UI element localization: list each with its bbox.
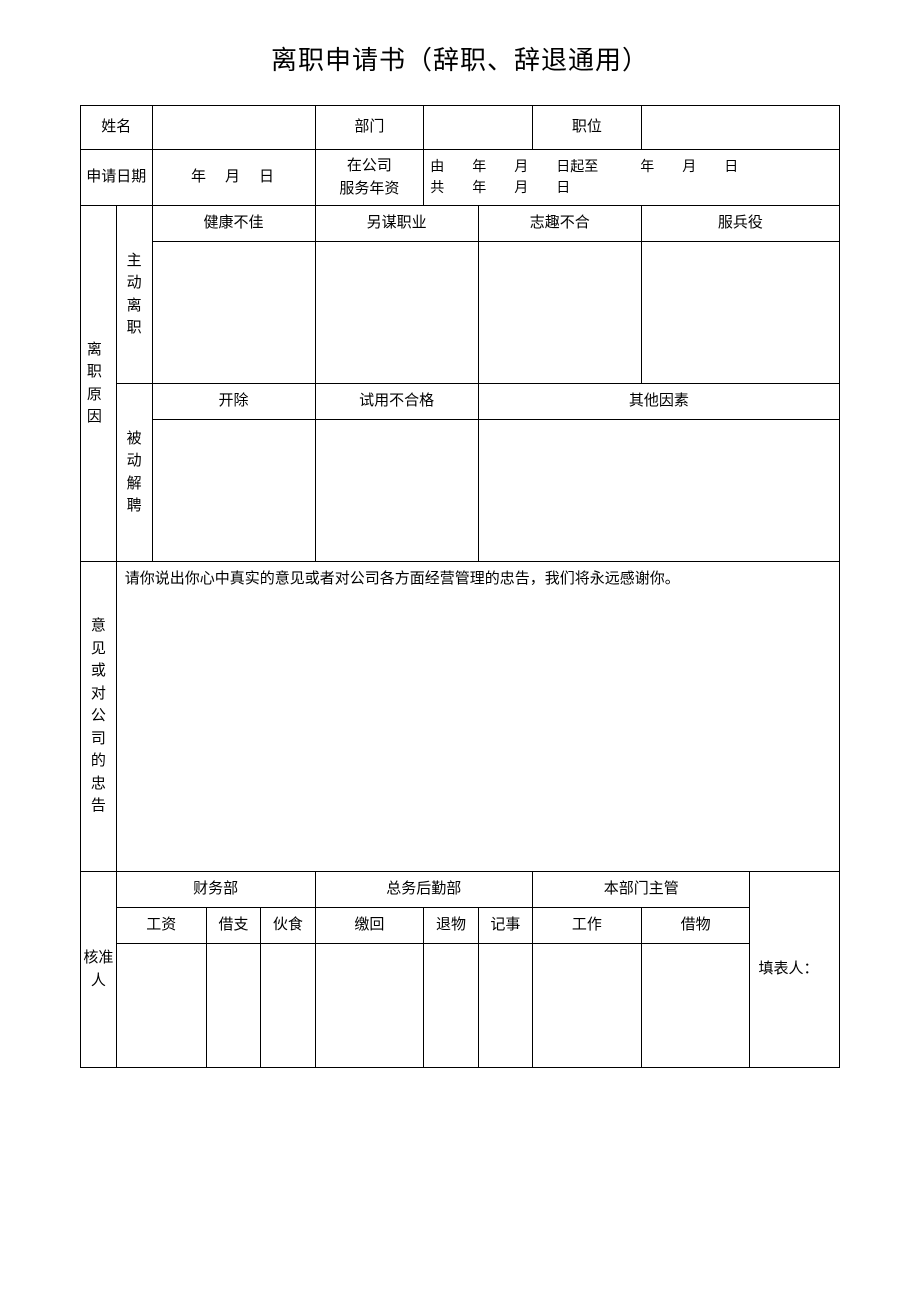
reason-voluntary-1: 另谋职业 xyxy=(315,206,478,242)
label-voluntary: 主动离职 xyxy=(116,206,152,384)
reason-involuntary-0: 开除 xyxy=(152,384,315,420)
reason-voluntary-1-detail[interactable] xyxy=(315,242,478,384)
sub-item-0: 工资 xyxy=(116,908,206,944)
input-department[interactable] xyxy=(424,106,533,150)
reason-voluntary-0-detail[interactable] xyxy=(152,242,315,384)
sub-item-4-input[interactable] xyxy=(424,944,478,1068)
resignation-form-table: 姓名 部门 职位 申请日期 年 月 日 在公司 服务年资 由 年 月 日起至 年… xyxy=(80,105,840,1068)
label-position: 职位 xyxy=(533,106,642,150)
input-service-years[interactable]: 由 年 月 日起至 年 月 日 共 年 月 日 xyxy=(424,150,840,206)
sub-item-5: 记事 xyxy=(478,908,532,944)
label-service-years: 在公司 服务年资 xyxy=(315,150,424,206)
sub-item-7: 借物 xyxy=(641,908,750,944)
label-involuntary: 被动解聘 xyxy=(116,384,152,562)
sub-item-1: 借支 xyxy=(206,908,260,944)
reason-involuntary-2-detail[interactable] xyxy=(478,420,839,562)
label-department: 部门 xyxy=(315,106,424,150)
page-title: 离职申请书（辞职、辞退通用） xyxy=(80,40,840,77)
sub-item-7-input[interactable] xyxy=(641,944,750,1068)
label-filler[interactable]: 填表人： xyxy=(750,872,840,1068)
label-approver: 核准人 xyxy=(81,872,117,1068)
reason-voluntary-0: 健康不佳 xyxy=(152,206,315,242)
reason-voluntary-2-detail[interactable] xyxy=(478,242,641,384)
sub-item-6-input[interactable] xyxy=(533,944,642,1068)
label-reason: 离职原因 xyxy=(81,206,117,562)
reason-voluntary-3-detail[interactable] xyxy=(641,242,839,384)
reason-involuntary-1-detail[interactable] xyxy=(315,420,478,562)
reason-involuntary-1: 试用不合格 xyxy=(315,384,478,420)
label-apply-date: 申请日期 xyxy=(81,150,153,206)
dept-supervisor: 本部门主管 xyxy=(533,872,750,908)
input-opinion[interactable]: 请你说出你心中真实的意见或者对公司各方面经营管理的忠告，我们将永远感谢你。 xyxy=(116,562,839,872)
reason-involuntary-2: 其他因素 xyxy=(478,384,839,420)
sub-item-4: 退物 xyxy=(424,908,478,944)
dept-finance: 财务部 xyxy=(116,872,315,908)
label-opinion: 意见或对公司的忠告 xyxy=(81,562,117,872)
input-apply-date[interactable]: 年 月 日 xyxy=(152,150,315,206)
dept-general: 总务后勤部 xyxy=(315,872,532,908)
sub-item-3: 缴回 xyxy=(315,908,424,944)
sub-item-0-input[interactable] xyxy=(116,944,206,1068)
input-name[interactable] xyxy=(152,106,315,150)
input-position[interactable] xyxy=(641,106,839,150)
sub-item-5-input[interactable] xyxy=(478,944,532,1068)
sub-item-1-input[interactable] xyxy=(206,944,260,1068)
reason-voluntary-3: 服兵役 xyxy=(641,206,839,242)
sub-item-2: 伙食 xyxy=(261,908,315,944)
reason-involuntary-0-detail[interactable] xyxy=(152,420,315,562)
label-name: 姓名 xyxy=(81,106,153,150)
sub-item-6: 工作 xyxy=(533,908,642,944)
sub-item-2-input[interactable] xyxy=(261,944,315,1068)
reason-voluntary-2: 志趣不合 xyxy=(478,206,641,242)
sub-item-3-input[interactable] xyxy=(315,944,424,1068)
